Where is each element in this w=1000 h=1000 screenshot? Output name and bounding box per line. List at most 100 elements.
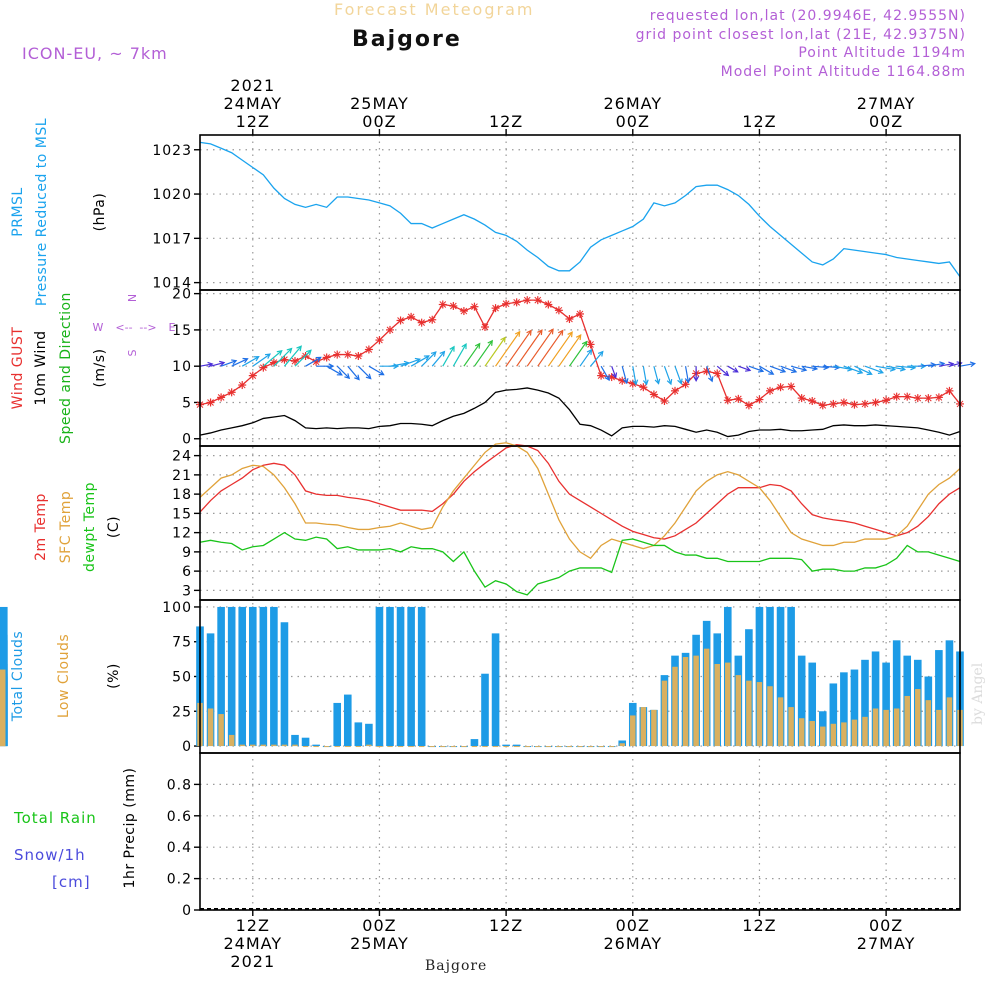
wind-arrow-shaft [400, 358, 421, 367]
wind-panel: 0 5 10 15 20 Wind GUST 10m Wind Speed and Direc… [10, 287, 977, 448]
wind-direction-arrow [473, 339, 493, 367]
wind-direction-arrow [600, 365, 610, 382]
wind-gust-marker [386, 325, 394, 334]
clouds-bar-low-clouds [746, 680, 752, 747]
wind-gust-marker [882, 396, 891, 405]
gust-marker-stroke [323, 354, 331, 361]
wind-gust-marker [702, 367, 711, 376]
wind-gust-marker [734, 394, 743, 403]
clouds-bar-low-clouds [682, 657, 689, 747]
wind-arrow-head [654, 378, 661, 385]
gust-marker-stroke [629, 380, 637, 387]
clouds-bar-low-clouds [334, 746, 340, 748]
wind-arrow-head [500, 336, 506, 343]
clouds-bar-low-clouds [577, 746, 583, 748]
wind-gust-marker [861, 399, 869, 408]
clouds-bar-low-clouds [545, 746, 552, 748]
clouds-bar-total-clouds [491, 633, 500, 747]
clouds-bar-low-clouds [323, 746, 330, 748]
gust-marker-stroke [238, 381, 246, 389]
location-title: Bajgore [352, 27, 462, 52]
gust-marker-stroke [745, 402, 753, 409]
wind-gust-marker [364, 345, 373, 354]
wind-arrow-shaft [484, 337, 506, 367]
wind-arrow-shaft [516, 329, 543, 367]
wind-gust-marker [850, 400, 859, 409]
clouds-bar-low-clouds [587, 746, 594, 748]
clouds-bar-low-clouds [735, 675, 742, 747]
wind-direction-arrow [273, 347, 293, 367]
wind-gust-marker [438, 300, 447, 309]
wind-direction-arrow [812, 364, 830, 371]
clouds-bar-low-clouds [471, 746, 478, 748]
gust-marker-stroke [724, 396, 732, 404]
gust-marker-stroke [354, 352, 362, 360]
wind-gust-marker [808, 397, 817, 406]
wind-arrow-head [430, 351, 437, 358]
gust-marker-stroke [946, 387, 953, 395]
clouds-bar-low-clouds [725, 662, 731, 747]
wind-direction-arrow [706, 365, 714, 383]
wind-arrow-shaft [283, 345, 302, 367]
wind-direction-arrow [336, 365, 351, 380]
wind-direction-arrow [400, 357, 421, 367]
gust-marker-stroke [703, 367, 711, 375]
gust-marker-stroke [418, 319, 426, 327]
wind-arrow-head [264, 353, 272, 359]
clouds-bar-total-clouds [945, 640, 954, 747]
pressure-panel: 1014 1017 1020 1023 PRMSL Pressure Reduced to… [10, 118, 961, 306]
wind-arrow-shaft [210, 361, 225, 367]
wind-arrow-shaft [833, 365, 853, 371]
clouds-axis-label-0: Total Clouds [10, 631, 26, 722]
gust-marker-stroke [893, 393, 901, 401]
gust-marker-stroke [861, 400, 869, 408]
clouds-bar-low-clouds [535, 746, 541, 748]
clouds-ytick-label-3: 75 [172, 635, 192, 651]
wind-arrow-shaft [220, 360, 237, 367]
precip-axis-label-1: Snow/1h [14, 846, 86, 864]
temperature-ytick-label-0: 3 [182, 583, 192, 599]
clouds-bar-low-clouds [841, 722, 847, 747]
clouds-bar-low-clouds [851, 719, 858, 747]
clouds-bar-total-clouds [787, 606, 795, 747]
temperature-ytick-label-1: 6 [182, 564, 192, 580]
clouds-bar-low-clouds [207, 708, 214, 747]
clouds-bar-low-clouds [862, 716, 868, 747]
wind-gust-marker [459, 307, 468, 316]
wind-arrow-shaft [822, 365, 840, 369]
wind-arrow-head [461, 343, 467, 350]
wind-gust-marker [523, 296, 532, 305]
wind-direction-arrow [463, 342, 481, 367]
wind-arrow-shaft [748, 365, 764, 372]
wind-gust-marker [934, 393, 943, 402]
wind-arrow-head [791, 367, 798, 374]
wind-arrow-head [732, 367, 739, 373]
wind-arrow-shaft [537, 330, 564, 367]
wind-arrow-head [276, 349, 283, 356]
wind-arrow-head [586, 348, 593, 355]
clouds-bar-total-clouds [776, 606, 785, 747]
wind-arrow-head [745, 366, 752, 372]
wind-gust-marker [945, 386, 954, 395]
pressure-series-0-line [199, 141, 961, 278]
wind-direction-arrow [590, 350, 604, 367]
clouds-bar-low-clouds [302, 746, 309, 748]
precip-axis-label-2: [cm] [52, 873, 91, 891]
wind-gust-marker [533, 296, 542, 305]
wind-direction-arrow [558, 334, 582, 367]
wind-direction-arrow [537, 329, 564, 367]
wind-arrow-head [666, 379, 673, 386]
clouds-bar-low-clouds [767, 686, 773, 747]
wind-arrow-shaft [780, 365, 797, 373]
wind-arrow-shaft [611, 365, 617, 378]
clouds-bar-low-clouds [619, 743, 625, 747]
clouds-bar-total-clouds [365, 723, 373, 747]
clouds-bar-total-clouds [238, 606, 247, 747]
wind-arrow-head [296, 345, 302, 352]
wind-gust-marker [681, 380, 690, 389]
wind-direction-arrow [505, 329, 532, 367]
wind-axis-label-1: 10m Wind [33, 330, 49, 405]
wind-arrow-shaft [759, 365, 774, 375]
clouds-bar-low-clouds [703, 648, 710, 747]
time-label-bottom: 24MAY [223, 934, 282, 953]
